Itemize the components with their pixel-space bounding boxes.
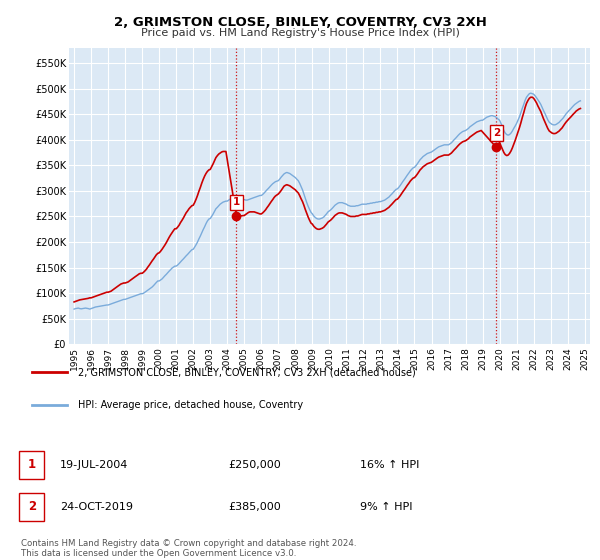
Text: 2, GRIMSTON CLOSE, BINLEY, COVENTRY, CV3 2XH (detached house): 2, GRIMSTON CLOSE, BINLEY, COVENTRY, CV3… — [78, 367, 416, 377]
Text: Contains HM Land Registry data © Crown copyright and database right 2024.
This d: Contains HM Land Registry data © Crown c… — [21, 539, 356, 558]
Text: 1: 1 — [28, 458, 36, 472]
Text: £250,000: £250,000 — [228, 460, 281, 470]
Text: 16% ↑ HPI: 16% ↑ HPI — [360, 460, 419, 470]
Text: £385,000: £385,000 — [228, 502, 281, 512]
Text: HPI: Average price, detached house, Coventry: HPI: Average price, detached house, Cove… — [78, 400, 303, 410]
Text: 1: 1 — [233, 197, 240, 207]
Text: 2: 2 — [28, 500, 36, 514]
Text: 2: 2 — [493, 128, 500, 138]
Text: 9% ↑ HPI: 9% ↑ HPI — [360, 502, 413, 512]
Text: Price paid vs. HM Land Registry's House Price Index (HPI): Price paid vs. HM Land Registry's House … — [140, 28, 460, 38]
Text: 2, GRIMSTON CLOSE, BINLEY, COVENTRY, CV3 2XH: 2, GRIMSTON CLOSE, BINLEY, COVENTRY, CV3… — [113, 16, 487, 29]
Text: 19-JUL-2004: 19-JUL-2004 — [60, 460, 128, 470]
Text: 24-OCT-2019: 24-OCT-2019 — [60, 502, 133, 512]
